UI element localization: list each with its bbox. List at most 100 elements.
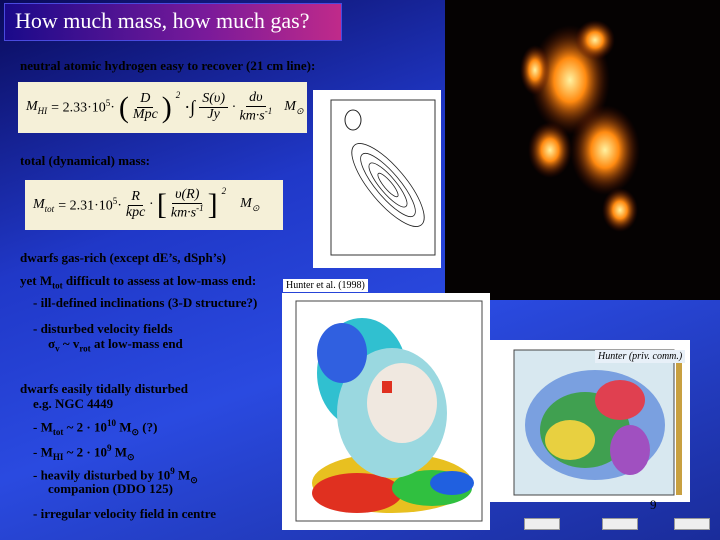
formula-text: M⊙ (284, 99, 303, 117)
velocity-map-image (490, 340, 690, 502)
text-line: neutral atomic hydrogen easy to recover … (20, 58, 316, 73)
text-line: - irregular velocity field in centre (33, 506, 217, 521)
text-part: - M (33, 419, 53, 435)
nav-button[interactable] (674, 518, 710, 530)
text-part: ~ 2 · 10 (63, 444, 107, 460)
text-part: yet M (20, 273, 53, 288)
formula-text: = 2.31·105· (58, 196, 122, 215)
image-caption: Hunter (priv. comm.) (595, 350, 686, 363)
text-line: dwarfs gas-rich (except dE’s, dSph’s) (20, 250, 226, 265)
exponent: 5 (112, 195, 118, 206)
text-part: M (174, 467, 191, 483)
text-line: yet Mtot difficult to assess at low-mass… (20, 273, 256, 291)
text-part: at low-mass end (90, 336, 183, 351)
text-part: ~ 2 · 10 (63, 419, 107, 435)
unit: km·s (170, 205, 197, 221)
denominator: Jy (207, 107, 220, 122)
denominator: km·s-1 (239, 105, 273, 124)
image-caption: Hunter et al. (1998) (283, 279, 368, 292)
text-part: σ (48, 336, 56, 351)
subscript: ⊙ (251, 202, 260, 213)
nav-button[interactable] (602, 518, 638, 530)
fraction: dυ km·s-1 (239, 90, 273, 124)
fraction: S(υ) Jy (199, 92, 228, 122)
slide-title: How much mass, how much gas? (4, 3, 342, 41)
slide-number: 9 (650, 497, 657, 512)
coefficient: = 2.31·10 (58, 198, 113, 214)
formula-text: M⊙ (240, 196, 259, 214)
text-line: σv ~ vrot at low-mass end (48, 336, 183, 354)
numerator: R (128, 189, 143, 206)
subscript: ⊙ (131, 426, 140, 437)
denominator: kpc (125, 204, 146, 220)
integral: ·∫ (184, 97, 196, 117)
fraction: D Mpc (133, 92, 158, 122)
symbol: M (284, 98, 296, 114)
contour-plot-image (313, 90, 441, 268)
subscript: tot (52, 426, 64, 437)
numerator: D (137, 92, 154, 108)
denominator: Mpc (132, 107, 158, 122)
exponent: 2 (221, 186, 227, 196)
text-line: - heavily disturbed by 109 M⊙ (33, 466, 198, 486)
symbol: M (26, 99, 38, 115)
text-part: - M (33, 444, 53, 460)
text-part: - heavily disturbed by 10 (33, 467, 171, 483)
exponent: -1 (264, 105, 273, 116)
unit: km·s (239, 108, 265, 124)
bracket: [ (156, 188, 167, 221)
text-line: - ill-defined inclinations (3-D structur… (33, 295, 258, 310)
text-part: M (115, 419, 132, 435)
exponent: -1 (196, 203, 204, 214)
subscript: HI (37, 105, 48, 116)
operator: · (231, 99, 236, 115)
bracket: ) (161, 90, 172, 124)
text-line: dwarfs easily tidally disturbed (20, 381, 188, 396)
text-part: difficult to assess at low-mass end: (62, 273, 257, 288)
exponent: 9 (170, 466, 175, 476)
subscript: HI (52, 451, 64, 462)
nav-button[interactable] (524, 518, 560, 530)
text-line: e.g. NGC 4449 (33, 396, 114, 411)
formula-text: = 2.33·105· (51, 98, 115, 117)
subscript: tot (52, 280, 63, 291)
formula-text: Mtot (33, 197, 54, 214)
symbol: M (33, 196, 45, 212)
numerator: S(υ) (199, 92, 228, 108)
text-part: ~ v (59, 336, 80, 351)
bracket: ( (118, 90, 129, 124)
bracket: ] (207, 188, 218, 221)
text-line: - MHI ~ 2 · 109 M⊙ (33, 443, 135, 463)
subscript: ⊙ (190, 474, 198, 485)
symbol: M (240, 196, 252, 212)
formula-text: MHI (26, 99, 47, 116)
text-line: companion (DDO 125) (48, 481, 173, 496)
exponent: 5 (105, 98, 111, 109)
exponent: 10 (106, 418, 116, 428)
text-line: - Mtot ~ 2 · 1010 M⊙ (?) (33, 418, 157, 438)
text-line: total (dynamical) mass: (20, 153, 150, 168)
operator: · (149, 197, 153, 212)
hi-mass-formula: MHI = 2.33·105· (D Mpc) 2 ·∫ S(υ) Jy · dυ km… (18, 82, 307, 133)
subscript: rot (79, 343, 91, 354)
subscript: ⊙ (295, 105, 304, 116)
text-part: (?) (139, 419, 158, 435)
subscript: tot (44, 203, 55, 214)
operator: · (117, 198, 122, 214)
text-line: - disturbed velocity fields (33, 321, 173, 336)
coefficient: = 2.33·10 (51, 100, 106, 116)
exponent: 2 (175, 90, 181, 100)
subscript: v (55, 343, 60, 354)
subscript: ⊙ (127, 451, 135, 462)
operator: · (110, 100, 115, 116)
text-part: M (111, 444, 128, 460)
denominator: km·s-1 (170, 203, 204, 221)
exponent: 9 (106, 443, 112, 453)
fraction: υ(R) km·s-1 (171, 188, 204, 221)
hi-map-image (445, 0, 720, 300)
velocity-field-image (282, 293, 490, 530)
numerator: υ(R) (172, 188, 203, 205)
